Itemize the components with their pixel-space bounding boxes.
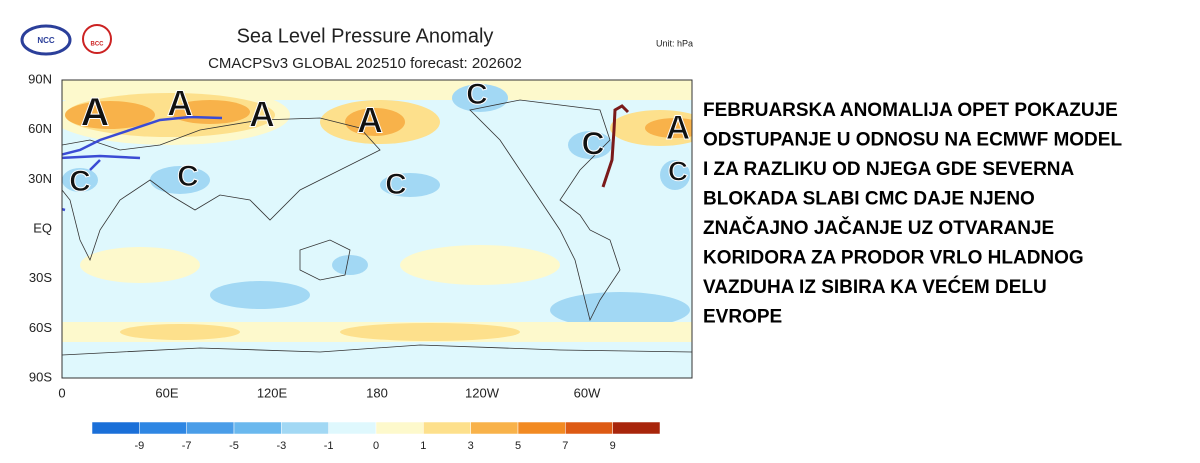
commentary-line: ZNAČAJNO JAČANJE UZ OTVARANJE: [703, 217, 1054, 239]
pressure-annotation: C: [466, 78, 488, 111]
anomaly-zone: [345, 108, 405, 136]
coastline: [299, 239, 351, 281]
colorbar-label: -7: [182, 440, 192, 452]
anomaly-zone: [380, 173, 440, 197]
pressure-annotation: A: [81, 91, 110, 135]
logo-text: BCC: [91, 42, 105, 48]
unit-label: Unit: hPa: [656, 38, 693, 48]
lat-label: 60N: [28, 121, 52, 136]
pressure-annotation: A: [666, 109, 691, 147]
colorbar-label: 5: [515, 440, 521, 452]
anomaly-zone: [65, 101, 155, 129]
coastline: [62, 344, 692, 356]
pressure-annotation: C: [69, 165, 91, 198]
lon-label: 120W: [465, 385, 500, 400]
colorbar-swatch: [375, 421, 424, 435]
colorbar-swatch: [517, 421, 566, 435]
colorbar-swatch: [139, 421, 187, 435]
lat-label: 30N: [28, 171, 52, 186]
lat-label: 30S: [29, 270, 52, 285]
pressure-annotation: C: [668, 155, 688, 186]
commentary-line: EVROPE: [703, 307, 782, 328]
colorbar-label: 0: [373, 440, 379, 452]
anomaly-zone: [150, 166, 210, 194]
pressure-annotation: A: [357, 100, 383, 141]
colorbar-label: 7: [562, 440, 568, 452]
anomaly-zone: [400, 245, 560, 285]
lon-label: 60E: [155, 385, 178, 400]
anomaly-zone: [645, 118, 692, 138]
colorbar-swatch: [233, 421, 282, 435]
subtitle: CMACPSv3 GLOBAL 202510 forecast: 202602: [208, 55, 522, 72]
coastline: [62, 117, 381, 262]
lat-label: 90S: [29, 369, 52, 384]
colorbar-swatch: [423, 421, 471, 435]
anomaly-zone: [210, 281, 310, 309]
coastline: [469, 99, 621, 322]
colorbar-label: -9: [134, 440, 144, 452]
anomaly-field: [62, 80, 692, 378]
map-frame: [61, 79, 693, 379]
anomaly-zone: [568, 131, 612, 159]
colorbar-label: 3: [468, 440, 474, 452]
colorbar-label: 1: [420, 440, 426, 452]
title: Sea Level Pressure Anomaly: [237, 25, 494, 47]
anomaly-zone: [80, 247, 200, 283]
colorbar-label: -3: [276, 440, 286, 452]
colorbar-swatch: [281, 421, 329, 435]
hand-drawn-arrow: [601, 104, 630, 188]
pressure-annotation: A: [167, 83, 193, 124]
anomaly-zone: [340, 323, 520, 341]
commentary-line: ODSTUPANJE U ODNOSU NA ECMWF MODEL: [703, 130, 1122, 151]
pressure-annotation: C: [177, 160, 199, 193]
colorbar-swatch: [328, 421, 377, 435]
pressure-annotation: C: [385, 168, 407, 201]
hand-drawn-arrow: [62, 115, 223, 212]
pressure-annotation: A: [249, 94, 275, 135]
colorbar-swatch: [565, 421, 613, 435]
lat-label: EQ: [33, 220, 52, 235]
lon-label: 120E: [257, 385, 288, 400]
colorbar-label: 9: [610, 440, 616, 452]
commentary-line: VAZDUHA IZ SIBIRA KA VEĆEM DELU: [703, 276, 1047, 298]
logo-bcc: [82, 24, 112, 54]
logo-text: NCC: [37, 36, 55, 45]
anomaly-zone: [660, 160, 690, 190]
logos: [20, 24, 112, 56]
lon-label: 60W: [574, 385, 601, 400]
colorbar-swatch: [612, 421, 661, 435]
lon-label: 0: [58, 385, 65, 400]
pressure-annotation: C: [581, 125, 604, 161]
colorbar-swatch: [470, 421, 519, 435]
lat-label: 90N: [28, 71, 52, 86]
colorbar-swatch: [186, 421, 235, 435]
colorbar-swatch: [91, 421, 140, 435]
commentary-line: BLOKADA SLABI CMC DAJE NJENO: [703, 189, 1035, 210]
colorbar-label: -5: [229, 440, 239, 452]
lon-label: 180: [366, 385, 388, 400]
anomaly-zone: [332, 255, 368, 275]
logo-ncc: [20, 24, 72, 56]
commentary-line: I ZA RAZLIKU OD NJEGA GDE SEVERNA: [703, 159, 1075, 180]
commentary-line: FEBRUARSKA ANOMALIJA OPET POKAZUJE: [703, 100, 1118, 121]
lat-label: 60S: [29, 320, 52, 335]
commentary-line: KORIDORA ZA PRODOR VRLO HLADNOG: [703, 248, 1084, 269]
anomaly-zone: [62, 168, 98, 192]
colorbar-label: -1: [324, 440, 334, 452]
anomaly-zone: [120, 324, 240, 340]
